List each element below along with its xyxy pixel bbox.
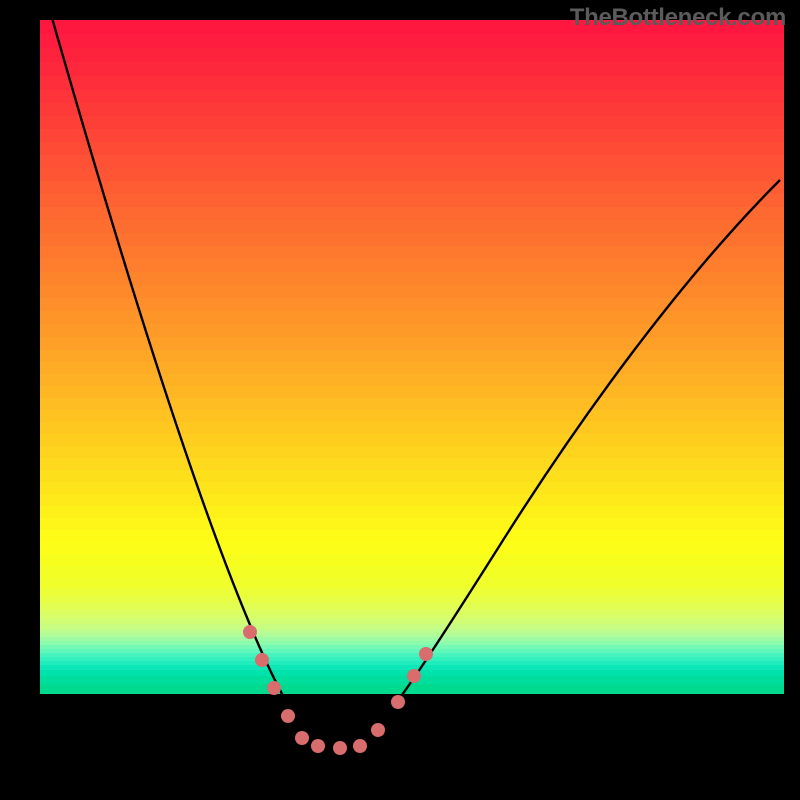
bottleneck-curve <box>52 18 780 746</box>
curve-marker <box>243 625 257 639</box>
curve-marker <box>407 669 421 683</box>
curve-marker <box>281 709 295 723</box>
curve-marker <box>391 695 405 709</box>
curve-marker <box>419 647 433 661</box>
curve-marker <box>311 739 325 753</box>
curve-marker <box>255 653 269 667</box>
chart-overlay <box>0 0 800 800</box>
curve-marker <box>267 681 281 695</box>
curve-marker <box>333 741 347 755</box>
curve-marker <box>353 739 367 753</box>
curve-marker <box>371 723 385 737</box>
watermark-text: TheBottleneck.com <box>570 4 786 32</box>
curve-marker <box>295 731 309 745</box>
